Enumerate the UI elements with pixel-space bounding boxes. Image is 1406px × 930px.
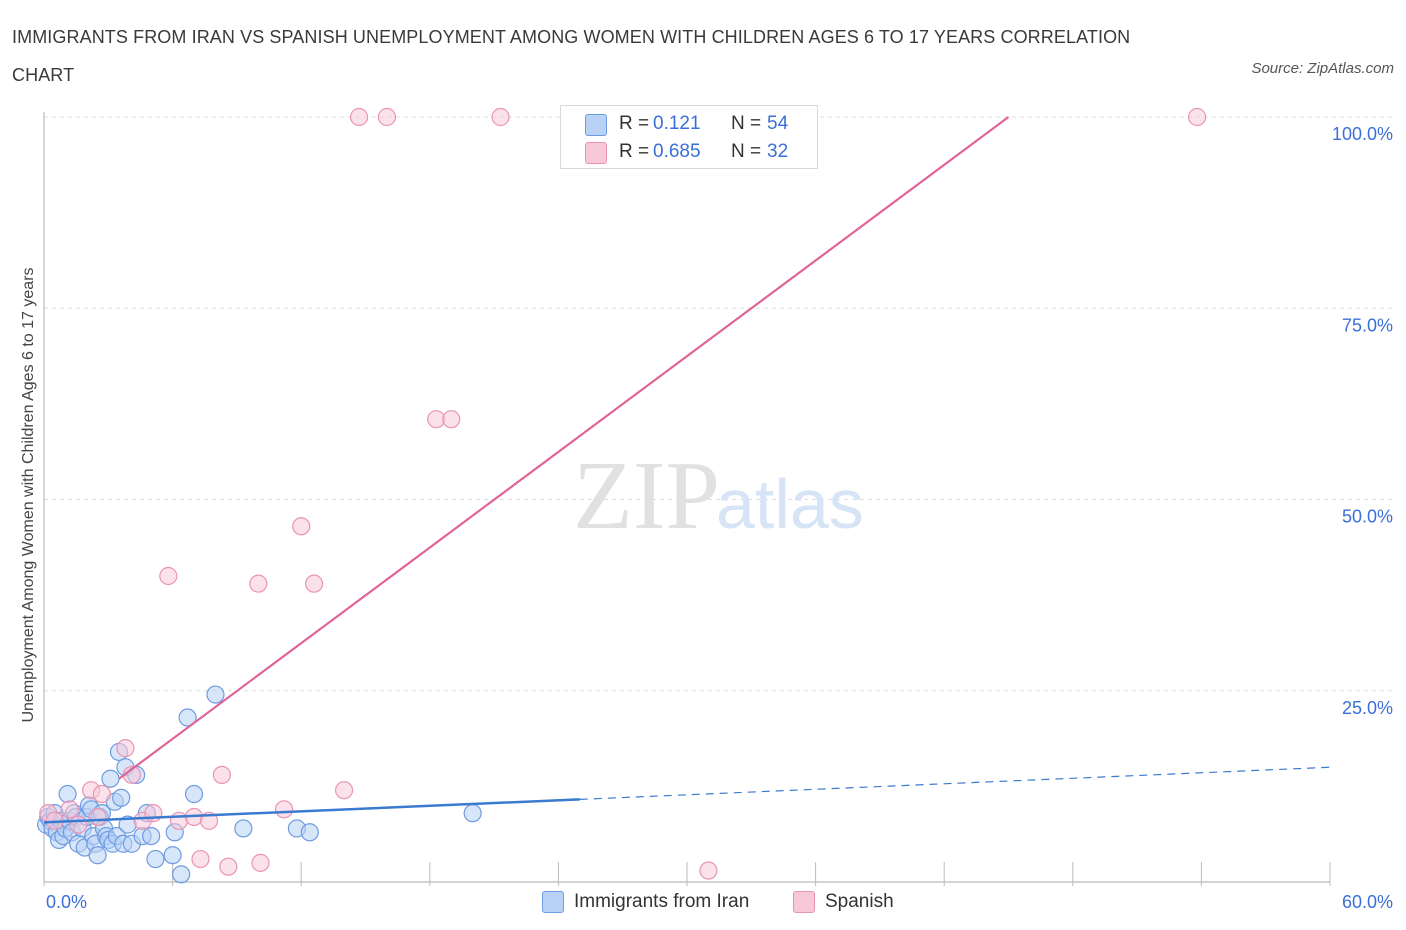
n-label: N = — [731, 141, 762, 162]
r-label: R = — [619, 141, 650, 162]
y-tick-label: 50.0% — [1342, 507, 1393, 527]
iran-trend-extension — [579, 766, 1331, 800]
iran-point — [463, 804, 482, 823]
iran-trend-line — [43, 798, 580, 824]
iran-point — [184, 784, 204, 804]
x-tick-label: 60.0% — [1342, 892, 1393, 912]
axis-layer: 25.0% 50.0% 75.0% 100.0% 0.0% 60.0% — [43, 112, 1393, 912]
spanish-point — [169, 811, 189, 830]
iran-point — [58, 784, 77, 804]
points-layer — [37, 107, 1207, 884]
spanish-point — [304, 574, 324, 593]
iran-n-value: 54 — [767, 113, 789, 134]
spanish-point — [349, 107, 369, 127]
iran-r-value: 0.121 — [653, 113, 701, 134]
n-label: N = — [731, 113, 762, 134]
trend-layer — [43, 116, 1331, 824]
iran-legend-label: Immigrants from Iran — [574, 891, 750, 912]
spanish-point — [212, 765, 231, 785]
spanish-point — [88, 807, 107, 827]
iran-point — [88, 846, 107, 865]
spanish-point — [1188, 107, 1207, 127]
r-label: R = — [619, 113, 650, 134]
spanish-point — [699, 861, 718, 880]
iran-point — [172, 865, 191, 884]
iran-point — [112, 788, 131, 807]
iran-point — [206, 685, 225, 704]
spanish-point — [377, 107, 397, 127]
y-tick-label: 100.0% — [1332, 124, 1393, 144]
spanish-point — [69, 815, 88, 834]
spanish-point — [191, 849, 210, 869]
spanish-point — [249, 574, 268, 593]
spanish-legend-swatch — [793, 891, 815, 913]
source-note: Source: ZipAtlas.com — [1251, 60, 1394, 77]
x-tick-label: 0.0% — [46, 892, 87, 912]
iran-point — [234, 819, 253, 838]
spanish-r-value: 0.685 — [653, 141, 701, 162]
watermark-atlas: atlas — [716, 465, 864, 543]
spanish-n-value: 32 — [767, 141, 789, 162]
correlation-legend: R = 0.121 N = 54 R = 0.685 N = 32 — [560, 105, 818, 169]
spanish-swatch — [585, 142, 607, 164]
y-tick-label: 75.0% — [1342, 315, 1393, 335]
spanish-point — [116, 739, 135, 758]
spanish-point — [60, 800, 79, 819]
iran-point — [146, 849, 165, 869]
iran-legend-swatch — [542, 891, 564, 913]
grid-layer — [44, 116, 1393, 692]
iran-point — [163, 846, 182, 865]
iran-point — [142, 826, 161, 846]
spanish-point — [219, 857, 238, 876]
spanish-point — [274, 800, 294, 819]
y-tick-label: 25.0% — [1342, 698, 1393, 718]
spanish-point — [159, 566, 178, 586]
spanish-point — [251, 853, 270, 872]
spanish-point — [334, 781, 354, 800]
iran-point — [101, 769, 120, 788]
spanish-point — [92, 784, 111, 804]
spanish-point — [292, 517, 311, 536]
iran-point — [300, 823, 319, 842]
spanish-legend-label: Spanish — [825, 891, 894, 912]
spanish-point — [491, 107, 510, 127]
chart-title: IMMIGRANTS FROM IRAN VS SPANISH UNEMPLOY… — [12, 27, 1131, 85]
spanish-trend-line — [118, 116, 1010, 780]
watermark-zip: ZIP — [573, 442, 720, 550]
iran-point — [178, 708, 197, 727]
iran-swatch — [585, 114, 607, 136]
spanish-point — [442, 410, 461, 429]
